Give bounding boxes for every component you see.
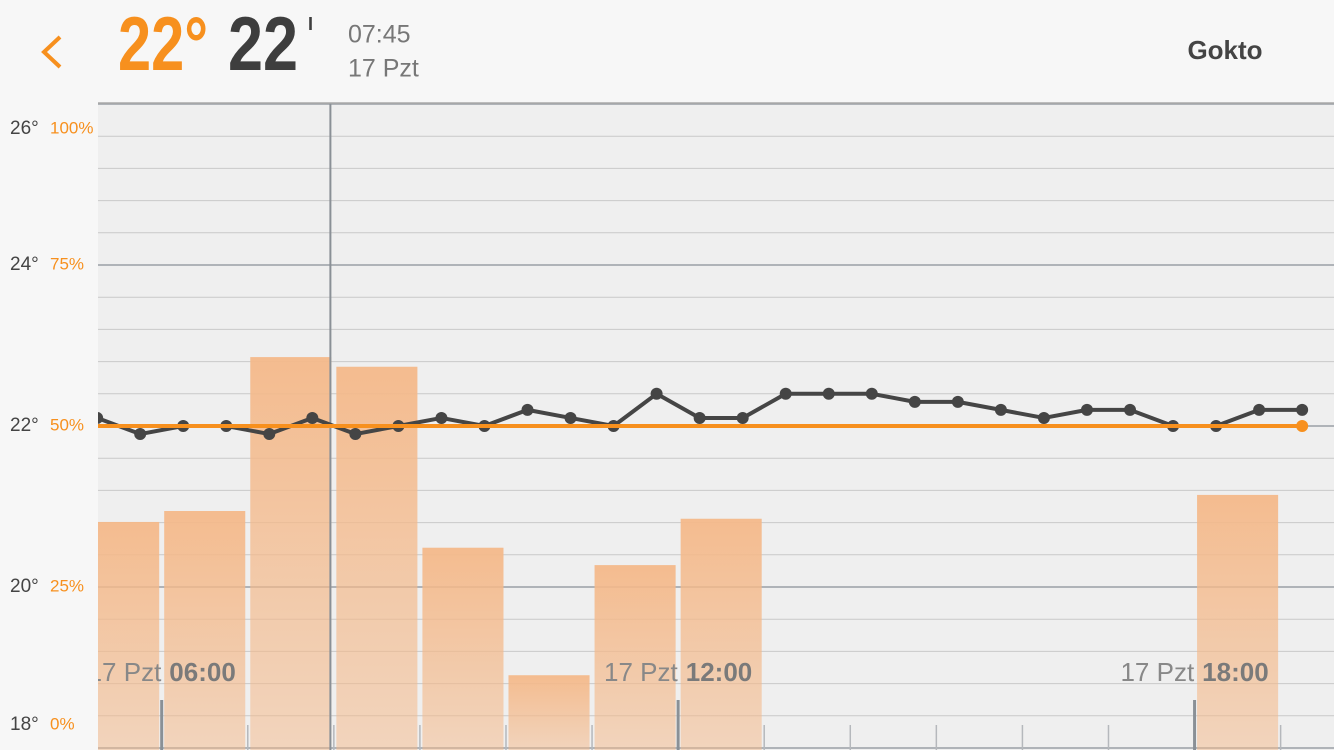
x-tick-date: 17 Pzt bbox=[604, 657, 678, 687]
x-tick-label: 17 Pzt 06:00 bbox=[88, 657, 236, 687]
y2-tick-label: 75% bbox=[50, 254, 84, 273]
axis: 18° 20° 22° 24° 26° 0% 25% 50% 75% 100% bbox=[10, 118, 93, 735]
y2-tick-label: 50% bbox=[50, 415, 84, 434]
temperature-point bbox=[822, 387, 835, 400]
y-tick-label: 20° bbox=[10, 576, 39, 597]
humidity-bar bbox=[250, 357, 332, 750]
y-tick-label: 26° bbox=[10, 118, 39, 139]
temperature-point bbox=[564, 411, 577, 424]
set-temp[interactable]: 22 bbox=[228, 2, 298, 87]
temperature-point bbox=[1124, 403, 1137, 416]
temperature-point bbox=[779, 387, 792, 400]
temperature-point bbox=[908, 395, 921, 408]
temperature-point bbox=[521, 403, 534, 416]
y-tick-label: 24° bbox=[10, 254, 39, 275]
humidity-bar bbox=[594, 565, 676, 750]
temperature-point bbox=[134, 428, 147, 441]
y-tick-label: 22° bbox=[10, 415, 39, 436]
mode-indicator: I bbox=[308, 14, 313, 34]
x-tick-time: 06:00 bbox=[169, 657, 236, 687]
time: 07:45 bbox=[348, 21, 411, 49]
temperature-point bbox=[98, 412, 104, 424]
temperature-point bbox=[435, 411, 448, 424]
y2-tick-label: 0% bbox=[50, 714, 75, 733]
humidity-bar bbox=[164, 511, 246, 750]
temperature-point bbox=[1296, 403, 1309, 416]
x-tick-time: 12:00 bbox=[686, 657, 753, 687]
temperature-point bbox=[263, 428, 276, 441]
temperature-point bbox=[994, 403, 1007, 416]
y-tick-label: 18° bbox=[10, 714, 39, 735]
humidity-bar bbox=[680, 518, 762, 750]
temperature-point bbox=[865, 387, 878, 400]
humidity-bar bbox=[508, 675, 590, 750]
current-temp: 22° bbox=[118, 2, 208, 87]
x-tick-time: 18:00 bbox=[1202, 657, 1269, 687]
x-tick-label: 17 Pzt 12:00 bbox=[604, 657, 752, 687]
date: 17 Pzt bbox=[348, 55, 419, 83]
temperature-point bbox=[1253, 403, 1266, 416]
x-tick-date: 17 Pzt bbox=[1120, 657, 1194, 687]
humidity-bar bbox=[98, 521, 160, 750]
setpoint-point bbox=[1296, 420, 1309, 432]
temperature-point bbox=[1037, 411, 1050, 424]
room-name[interactable]: Gokto bbox=[1187, 35, 1262, 65]
temperature-point bbox=[349, 428, 362, 441]
temperature-point bbox=[306, 411, 319, 424]
back-button[interactable] bbox=[41, 35, 62, 69]
plot: 17 Pzt 06:00 17 Pzt 12:00 17 Pzt 18:00 bbox=[88, 103, 1334, 750]
temperature-point bbox=[736, 411, 749, 424]
humidity-bar bbox=[422, 547, 504, 750]
y2-tick-label: 25% bbox=[50, 576, 84, 595]
temperature-point bbox=[1080, 403, 1093, 416]
temperature-point bbox=[951, 395, 964, 408]
temperature-point bbox=[650, 387, 663, 400]
temperature-point bbox=[693, 411, 706, 424]
y2-tick-label: 100% bbox=[50, 118, 93, 137]
x-tick-label: 17 Pzt 18:00 bbox=[1120, 657, 1268, 687]
x-tick-date: 17 Pzt bbox=[88, 657, 162, 687]
humidity-bar bbox=[1197, 494, 1279, 750]
